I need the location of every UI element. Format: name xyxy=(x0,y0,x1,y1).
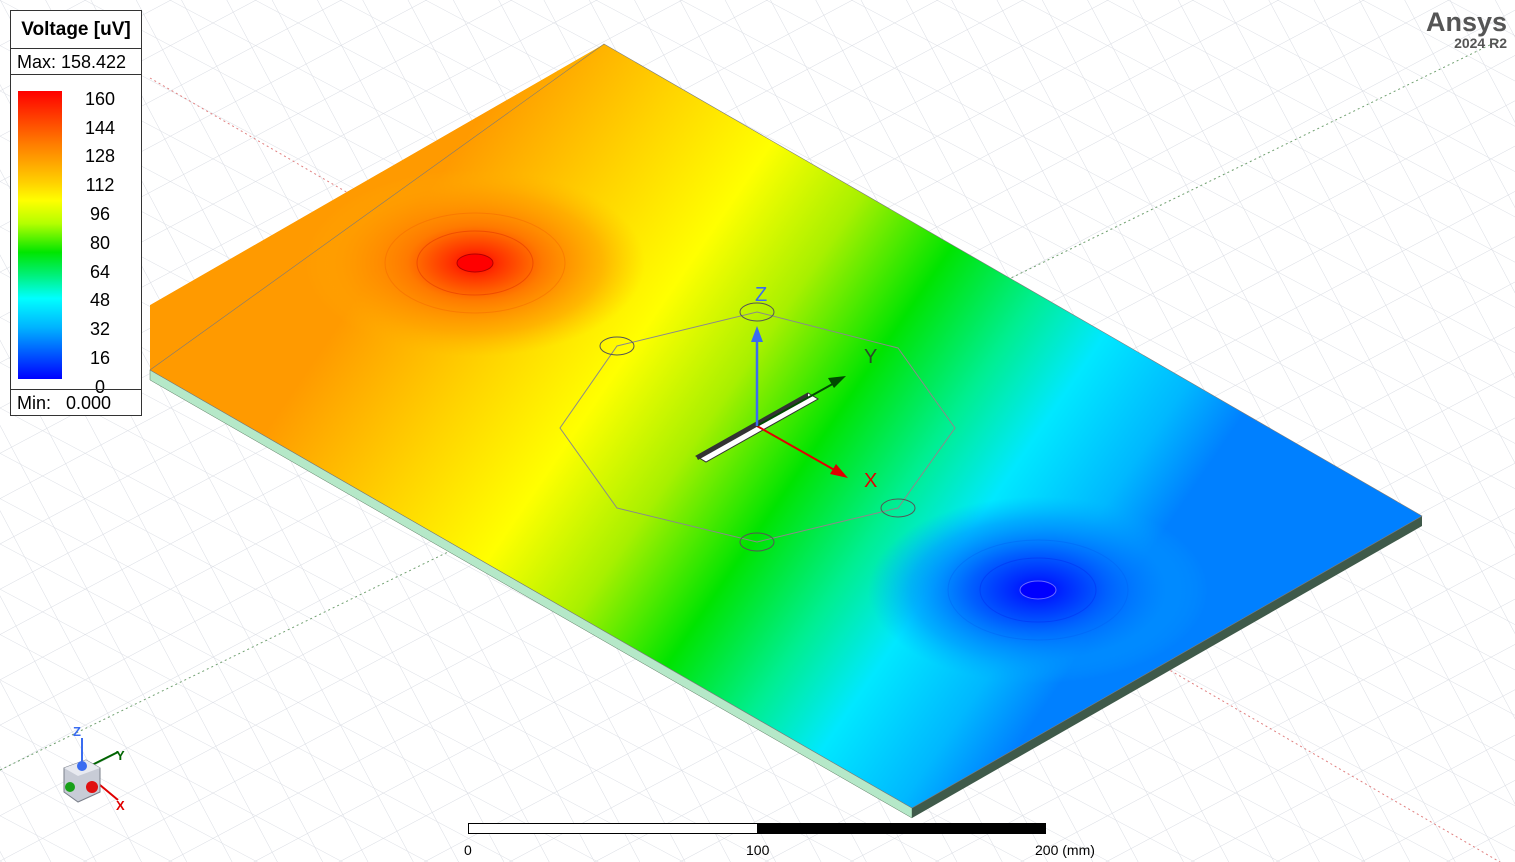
probe-circle[interactable] xyxy=(739,532,775,552)
legend-color-ramp xyxy=(18,91,62,379)
legend-tick: 32 xyxy=(89,319,111,339)
voltage-legend[interactable]: Voltage [uV] Max: 158.422 160 144 128 11… xyxy=(10,10,142,416)
legend-tick: 16 xyxy=(89,348,111,368)
legend-tick: 160 xyxy=(84,89,116,109)
ansys-logo: Ansys 2024 R2 xyxy=(1426,8,1507,50)
legend-tick: 64 xyxy=(89,262,111,282)
triad-z-label: Z xyxy=(73,724,81,739)
probe-circle[interactable] xyxy=(599,336,635,356)
x-axis-label: X xyxy=(864,470,878,492)
brand-name: Ansys xyxy=(1425,7,1507,37)
electrode-source[interactable] xyxy=(456,253,494,273)
y-axis-arrow xyxy=(756,380,839,427)
legend-max: Max: 158.422 xyxy=(11,49,141,75)
z-axis-label: Z xyxy=(755,284,768,306)
scale-label-100: 100 xyxy=(746,842,770,858)
brand-version: 2024 R2 xyxy=(1454,35,1507,51)
triad-x-label: X xyxy=(116,798,125,813)
legend-min: Min: 0.000 xyxy=(11,389,141,415)
legend-title: Voltage [uV] xyxy=(11,11,141,49)
plate-side-right xyxy=(912,516,1422,818)
legend-tick: 128 xyxy=(84,146,116,166)
scale-label-0: 0 xyxy=(464,842,472,858)
probe-octagon xyxy=(559,311,956,543)
legend-ticks: 160 144 128 112 96 80 64 48 32 16 0 xyxy=(71,77,137,397)
orientation-triad[interactable] xyxy=(63,738,119,803)
triad-y-label: Y xyxy=(116,748,125,763)
legend-tick: 48 xyxy=(89,290,111,310)
y-axis-label: Y xyxy=(864,346,878,368)
legend-tick: 144 xyxy=(84,118,116,138)
legend-tick: 80 xyxy=(89,233,111,253)
scale-label-200: 200 (mm) xyxy=(1035,842,1095,858)
global-y-line xyxy=(0,39,1501,771)
scale-bar xyxy=(468,823,1046,834)
legend-tick: 0 xyxy=(94,377,105,397)
legend-tick: 96 xyxy=(89,204,111,224)
x-axis-arrow xyxy=(756,425,839,473)
probe-circle[interactable] xyxy=(880,498,916,518)
legend-tick: 112 xyxy=(85,175,115,195)
probe-circle[interactable] xyxy=(739,302,775,322)
electrode-sink[interactable] xyxy=(1019,580,1057,600)
